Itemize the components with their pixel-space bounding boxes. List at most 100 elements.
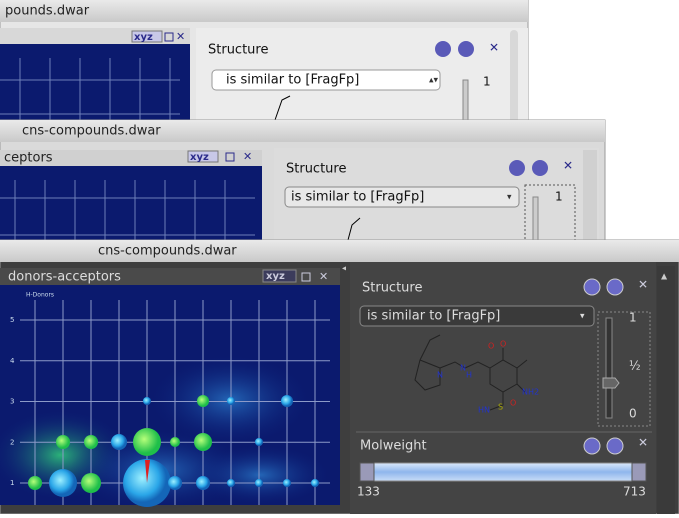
slider-max: 1 xyxy=(629,311,637,325)
bubble xyxy=(111,434,127,450)
bubble xyxy=(196,476,210,490)
plot-area xyxy=(0,166,262,250)
menu-label: xyz xyxy=(266,271,285,282)
bubble xyxy=(84,435,98,449)
close-button[interactable]: ✕ xyxy=(319,270,328,283)
disable-button[interactable] xyxy=(532,160,548,176)
range-slider[interactable] xyxy=(359,462,647,482)
maximize-button[interactable] xyxy=(225,152,235,162)
window-back: pounds.dwar xyz ✕ Structure ✕ is similar… xyxy=(0,0,529,131)
disable-button[interactable] xyxy=(606,437,624,455)
plot-name: ceptors xyxy=(4,151,53,166)
atom-label: S xyxy=(498,403,503,412)
close-button[interactable]: ✕ xyxy=(243,150,252,163)
title-bar xyxy=(0,120,605,142)
molecule xyxy=(347,217,361,241)
combo-arrow: ▾ xyxy=(507,193,512,203)
menu-button[interactable] xyxy=(187,150,219,163)
invert-button[interactable] xyxy=(435,41,451,57)
slider-min: 0 xyxy=(629,407,637,421)
bubble xyxy=(81,473,101,493)
filter-label: Structure xyxy=(362,281,422,296)
plot-header xyxy=(0,268,340,285)
title-bar xyxy=(0,240,679,262)
atom-label: NH2 xyxy=(522,388,539,397)
close-button[interactable]: ✕ xyxy=(176,30,185,43)
slider-thumb[interactable] xyxy=(602,377,620,389)
window-title: pounds.dwar xyxy=(5,4,90,19)
slider-box xyxy=(597,311,651,427)
range-handle-left[interactable] xyxy=(359,462,375,482)
selection-wedge xyxy=(145,460,150,483)
combo-box[interactable] xyxy=(211,69,441,91)
scroll-up[interactable]: ▲ xyxy=(661,272,668,281)
bubble xyxy=(197,395,209,407)
bubble xyxy=(168,476,182,490)
menu-label: xyz xyxy=(190,152,209,163)
maximize-button[interactable] xyxy=(301,272,311,282)
filter-label: Structure xyxy=(208,43,268,58)
y-tick-label: 5 xyxy=(10,316,14,324)
bubble xyxy=(194,433,212,451)
invert-button[interactable] xyxy=(583,437,601,455)
disable-button[interactable] xyxy=(606,278,624,296)
close-filter-button[interactable]: ✕ xyxy=(638,436,648,450)
title-bar xyxy=(0,0,528,22)
atom-label: N xyxy=(460,364,466,373)
bubble xyxy=(170,437,180,447)
plot-name: donors-acceptors xyxy=(8,270,121,285)
bubble xyxy=(255,479,263,487)
invert-button[interactable] xyxy=(583,278,601,296)
range-handle-right[interactable] xyxy=(631,462,647,482)
bubble xyxy=(311,479,319,487)
plot-area xyxy=(0,28,190,130)
invert-button[interactable] xyxy=(509,160,525,176)
y-tick-label: 1 xyxy=(10,479,14,487)
bubble xyxy=(255,438,263,446)
close-filter-button[interactable]: ✕ xyxy=(563,159,573,173)
window-title: cns-compounds.dwar xyxy=(22,124,161,139)
plot-grid xyxy=(0,180,255,250)
combo-arrow: ▾ xyxy=(580,312,585,322)
window-front: cns-compounds.dwar donors-acceptors xyz … xyxy=(0,239,679,515)
molecule xyxy=(274,95,291,121)
slider-max: 1 xyxy=(483,75,491,89)
bubble xyxy=(49,469,77,497)
plot-grid xyxy=(0,58,180,130)
menu-button[interactable] xyxy=(131,30,163,43)
slider-track xyxy=(605,317,613,419)
range-max: 713 xyxy=(623,485,646,499)
scrollbar[interactable] xyxy=(583,150,597,250)
atom-label: O xyxy=(510,399,516,408)
disable-button[interactable] xyxy=(458,41,474,57)
scrollbar[interactable] xyxy=(510,30,518,130)
close-filter-button[interactable]: ✕ xyxy=(638,278,648,292)
scrollbar[interactable] xyxy=(657,266,675,514)
range-min: 133 xyxy=(357,485,380,499)
combo-text: is similar to [FragFp] xyxy=(291,190,424,205)
splitter-arrow[interactable]: ◂ xyxy=(342,264,346,273)
combo-text: is similar to [FragFp] xyxy=(367,309,500,324)
window-middle: cns-compounds.dwar ceptors xyz ✕ Structu… xyxy=(0,119,606,251)
combo-box[interactable] xyxy=(284,186,520,208)
bubble xyxy=(133,428,161,456)
atom-label: O xyxy=(500,340,506,349)
axis-title: H-Donors xyxy=(26,292,54,299)
bubble xyxy=(56,435,70,449)
y-tick-label: 3 xyxy=(10,398,14,406)
slider-max: 1 xyxy=(555,190,563,204)
combo-text: is similar to [FragFp] xyxy=(226,73,359,88)
menu-button[interactable] xyxy=(262,269,297,283)
close-filter-button[interactable]: ✕ xyxy=(489,41,499,55)
atom-label: N xyxy=(437,371,443,380)
y-axis: 5 4 3 2 1 xyxy=(10,316,15,487)
atom-label: O xyxy=(488,342,494,351)
bubble xyxy=(143,397,151,405)
bubbles xyxy=(28,395,319,507)
menu-label: xyz xyxy=(134,32,153,43)
y-tick-label: 2 xyxy=(10,438,14,446)
maximize-button[interactable] xyxy=(164,32,174,42)
atom-label: H xyxy=(466,371,472,380)
combo-box[interactable] xyxy=(359,305,595,327)
